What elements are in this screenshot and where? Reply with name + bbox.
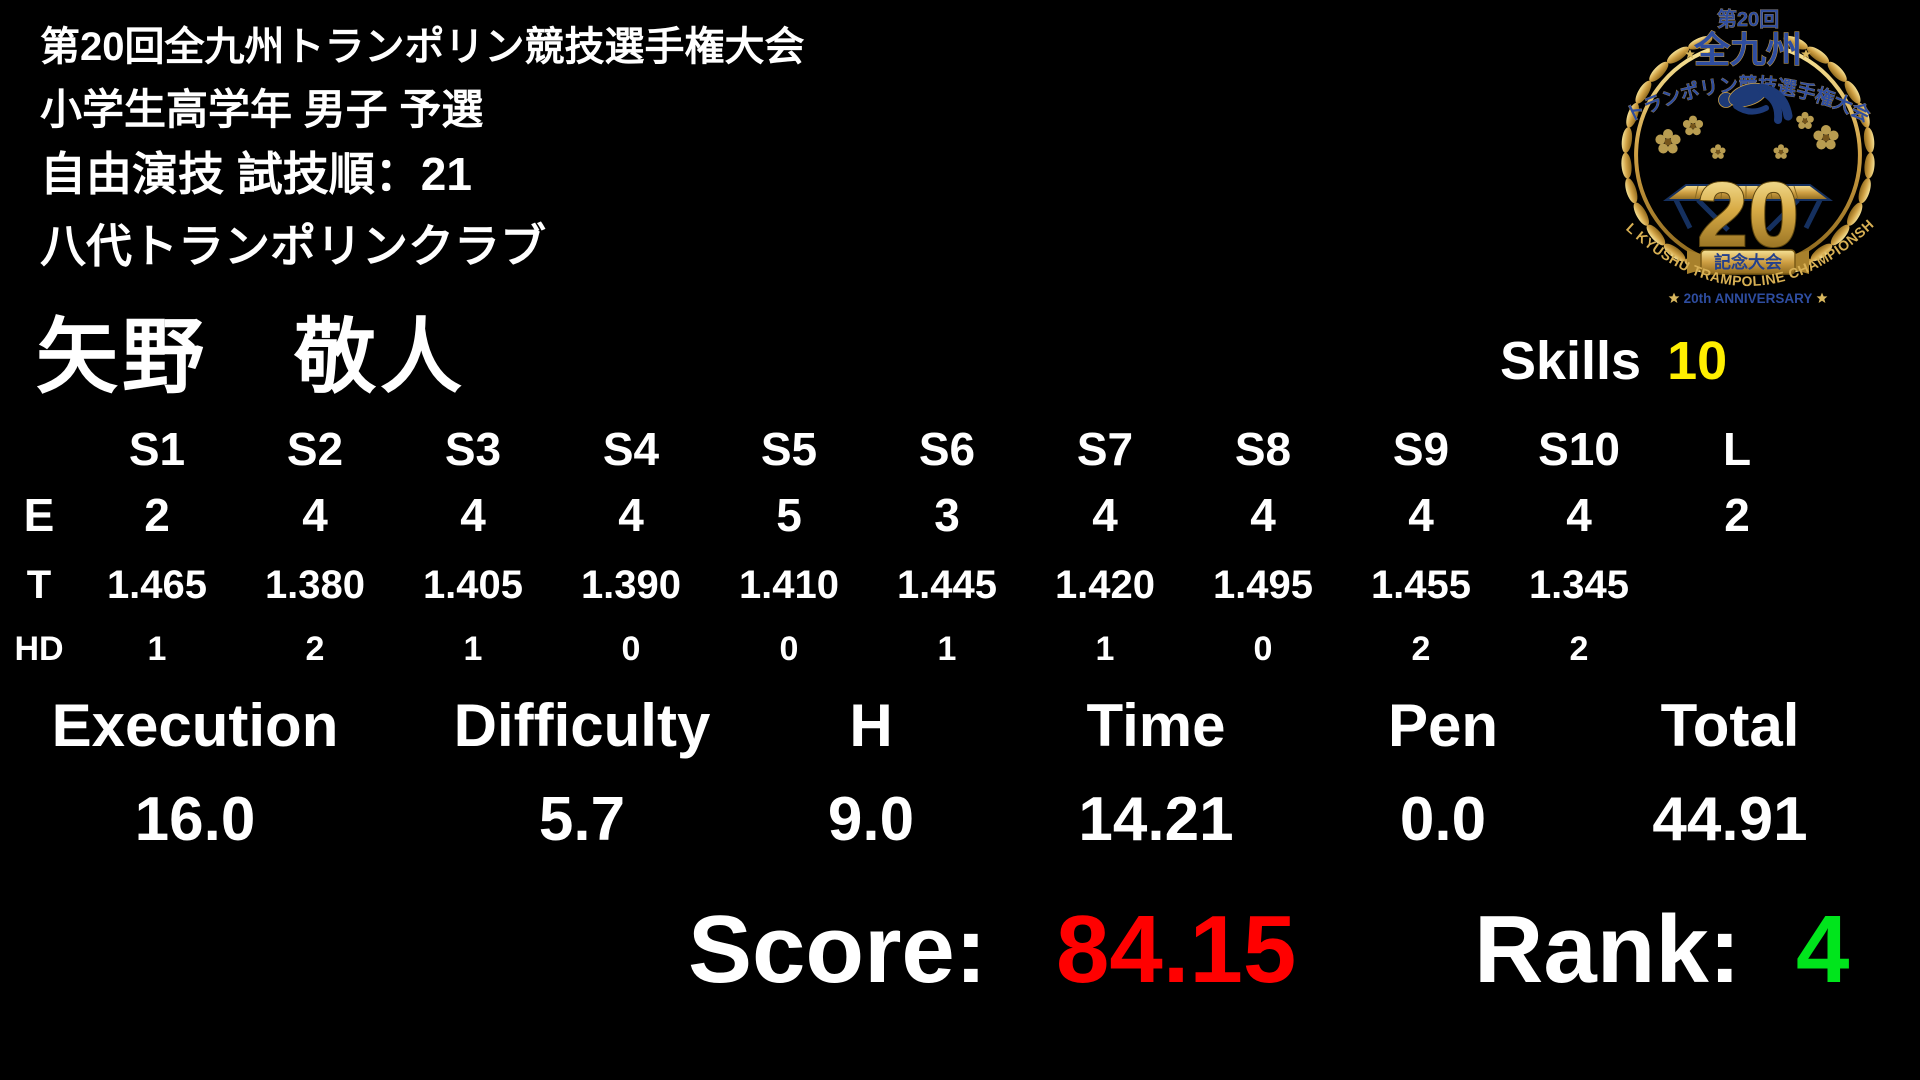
skills-table: S1 S2 S3 S4 S5 S6 S7 S8 S9 S10 L E 2 4 4… (0, 418, 1830, 678)
hd-cell: 1 (147, 630, 167, 668)
horizontal-displacement-row: HD 1 2 1 0 0 1 1 0 2 2 (0, 620, 1830, 678)
competition-title: 第20回全九州トランポリン競技選手権大会 (40, 25, 805, 69)
e-cell: 4 (1250, 489, 1276, 541)
score-value: 84.15 (1056, 896, 1297, 1003)
logo-memorial-text: 記念大会 (1714, 252, 1782, 272)
summary-section: Execution 16.0 Difficulty 5.7 H 9.0 Time… (0, 690, 1920, 900)
col-header-s9: S9 (1392, 423, 1450, 475)
summary-h: H 9.0 (776, 690, 966, 858)
t-cell (1658, 550, 1816, 620)
row-label-blank (0, 418, 78, 480)
summary-value: 9.0 (827, 785, 915, 854)
summary-label: Total (1660, 692, 1800, 759)
summary-label: H (849, 692, 893, 759)
row-label-e: E (23, 489, 55, 541)
skills-value: 10 (1667, 331, 1728, 391)
logo-anniversary-text: 20th ANNIVERSARY (1684, 291, 1813, 306)
t-cell: 1.405 (422, 563, 524, 607)
col-header-s4: S4 (602, 423, 660, 475)
summary-label: Difficulty (453, 692, 711, 759)
t-cell: 1.445 (896, 563, 998, 607)
trampoline-icon (1663, 184, 1833, 232)
skills-counter: Skills 10 (1500, 330, 1727, 392)
summary-value: 44.91 (1652, 785, 1808, 854)
result-row: Score: 84.15 Rank: 4 (0, 894, 1920, 1014)
summary-time: Time 14.21 (966, 690, 1346, 858)
athlete-name: 矢野 敬人 (36, 312, 467, 403)
summary-value: 5.7 (538, 785, 626, 854)
club-name: 八代トランポリンクラブ (40, 220, 546, 272)
rank-value: 4 (1796, 896, 1850, 1003)
hd-cell (1658, 620, 1816, 678)
e-cell: 4 (1092, 489, 1118, 541)
e-cell: 4 (302, 489, 328, 541)
hd-cell: 0 (621, 630, 641, 668)
t-cell: 1.345 (1528, 563, 1630, 607)
logo-region-text: 全九州 (1693, 29, 1802, 70)
e-cell: 5 (776, 489, 802, 541)
summary-label: Time (1086, 692, 1226, 759)
category-line: 小学生高学年 男子 予選 (40, 86, 484, 133)
logo-edition-text: 第20回 (1717, 7, 1779, 31)
col-header-l: L (1722, 423, 1752, 475)
memorial-banner: 記念大会 (1687, 249, 1809, 275)
hd-cell: 2 (305, 630, 325, 668)
routine-order-line: 自由演技 試技順：21 (40, 148, 472, 200)
championship-logo: 第20回 全九州 トランポリン競技選手権大会 20 記念大会 (1598, 0, 1898, 306)
col-header-s8: S8 (1234, 423, 1292, 475)
t-cell: 1.495 (1212, 563, 1314, 607)
col-header-s10: S10 (1538, 423, 1620, 475)
col-header-s7: S7 (1076, 423, 1134, 475)
summary-pen: Pen 0.0 (1346, 690, 1540, 858)
hd-cell: 1 (1095, 630, 1115, 668)
e-cell: 3 (934, 489, 960, 541)
row-label-hd: HD (14, 630, 64, 668)
skills-label: Skills (1500, 331, 1642, 391)
t-cell: 1.410 (738, 563, 840, 607)
flower-ornaments-icon (1655, 111, 1839, 159)
skills-header-row: S1 S2 S3 S4 S5 S6 S7 S8 S9 S10 L (0, 418, 1830, 480)
e-cell: 4 (1408, 489, 1434, 541)
t-cell: 1.380 (264, 563, 366, 607)
hd-cell: 2 (1569, 630, 1589, 668)
summary-execution: Execution 16.0 (0, 690, 390, 858)
e-cell: 4 (618, 489, 644, 541)
summary-label: Execution (51, 692, 339, 759)
summary-value: 16.0 (134, 785, 256, 854)
col-header-s6: S6 (918, 423, 976, 475)
e-cell: 2 (1724, 489, 1750, 541)
t-cell: 1.455 (1370, 563, 1472, 607)
t-cell: 1.420 (1054, 563, 1156, 607)
row-label-t: T (26, 563, 52, 607)
t-cell: 1.390 (580, 563, 682, 607)
trampolinist-icon (1718, 82, 1793, 124)
summary-total: Total 44.91 (1540, 690, 1920, 858)
col-header-s3: S3 (444, 423, 502, 475)
t-cell: 1.465 (106, 563, 208, 607)
col-header-s2: S2 (286, 423, 344, 475)
execution-row: E 2 4 4 4 5 3 4 4 4 4 2 (0, 480, 1830, 550)
time-of-flight-row: T 1.465 1.380 1.405 1.390 1.410 1.445 1.… (0, 550, 1830, 620)
summary-value: 14.21 (1078, 785, 1234, 854)
summary-label: Pen (1387, 692, 1499, 759)
rank-label: Rank: (1474, 896, 1741, 1003)
summary-difficulty: Difficulty 5.7 (388, 690, 776, 858)
hd-cell: 1 (937, 630, 957, 668)
score-label: Score: (688, 896, 987, 1003)
e-cell: 2 (144, 489, 170, 541)
col-header-s5: S5 (760, 423, 818, 475)
e-cell: 4 (1566, 489, 1592, 541)
hd-cell: 2 (1411, 630, 1431, 668)
e-cell: 4 (460, 489, 486, 541)
col-header-s1: S1 (128, 423, 186, 475)
hd-cell: 0 (1253, 630, 1273, 668)
summary-value: 0.0 (1399, 785, 1487, 854)
hd-cell: 1 (463, 630, 483, 668)
hd-cell: 0 (779, 630, 799, 668)
